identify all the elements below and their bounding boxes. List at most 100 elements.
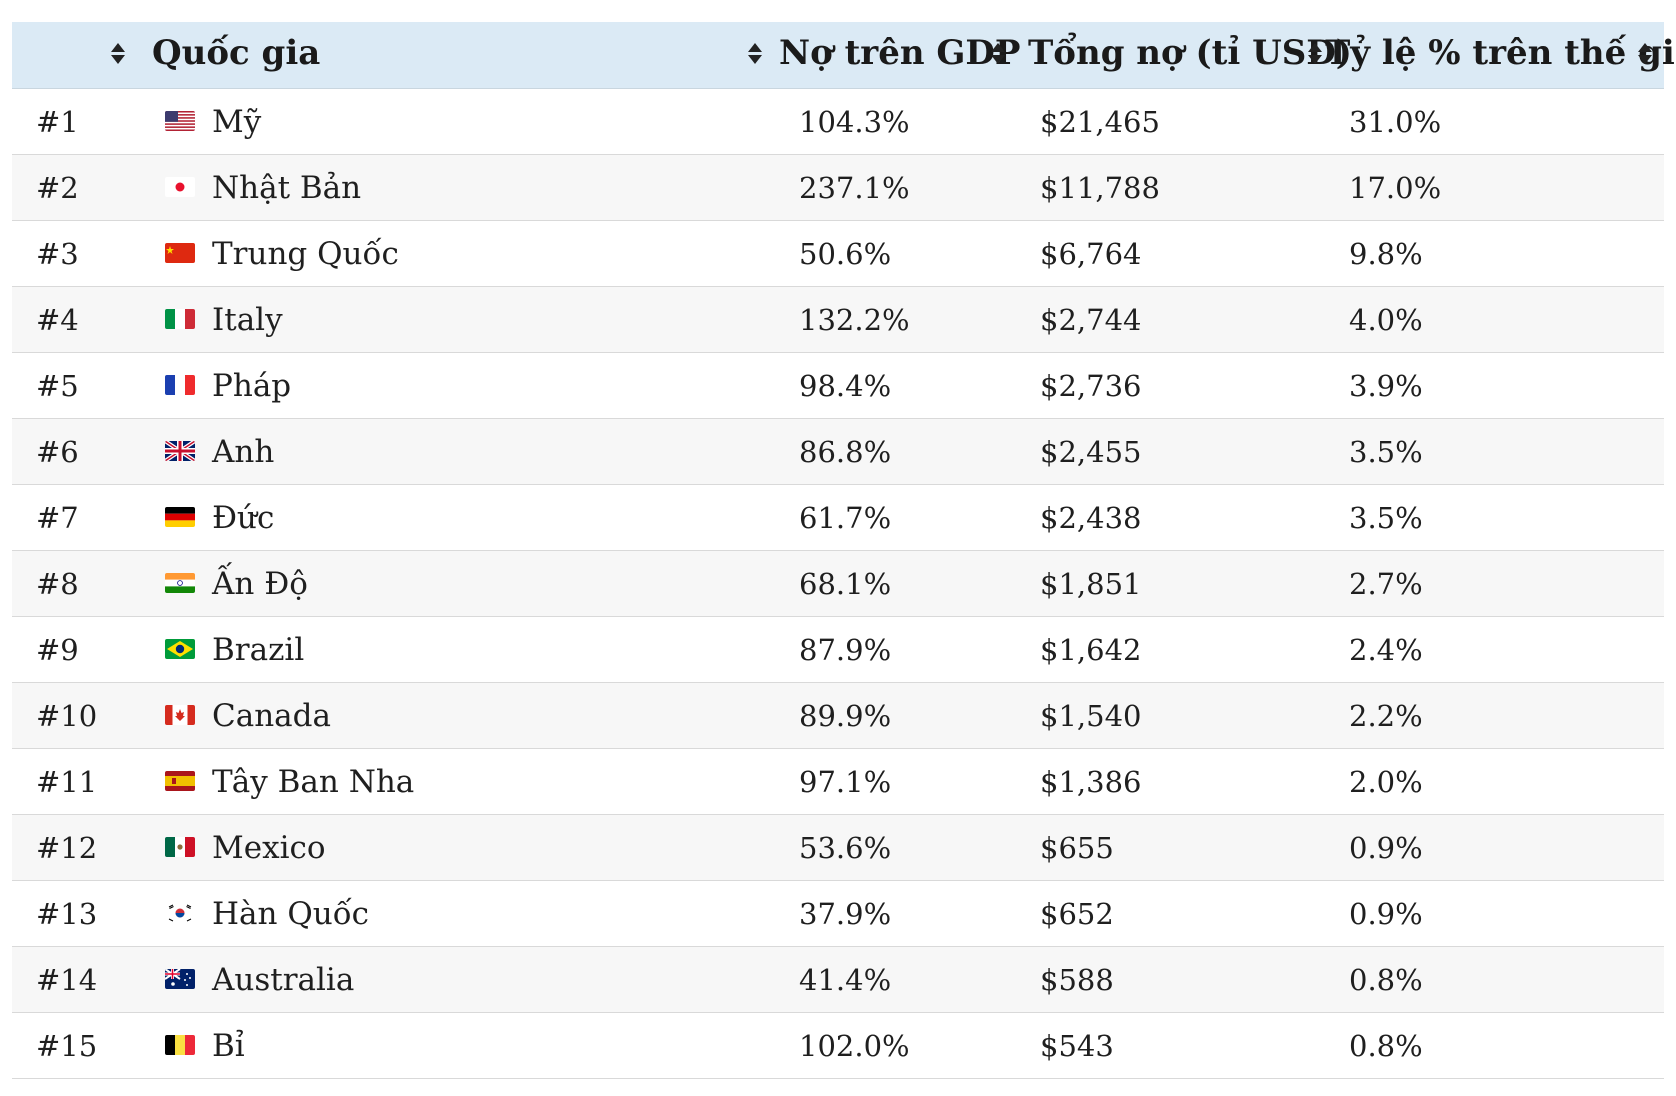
- sort-country-icon[interactable]: [747, 43, 763, 67]
- country-cell: Tây Ban Nha: [212, 764, 415, 800]
- debt-to-gdp-cell: 53.6%: [799, 831, 892, 865]
- world-share-cell: 0.9%: [1349, 831, 1423, 865]
- debt-to-gdp-cell: 102.0%: [799, 1029, 910, 1063]
- world-share-cell: 17.0%: [1349, 171, 1442, 205]
- total-debt-cell: $2,455: [1040, 435, 1142, 469]
- world-share-cell: 31.0%: [1349, 105, 1442, 139]
- country-cell: Mexico: [212, 830, 326, 866]
- rank-cell: #12: [36, 831, 98, 865]
- header-country[interactable]: Quốc gia: [152, 33, 321, 73]
- country-cell: Canada: [212, 698, 331, 734]
- total-debt-cell: $1,540: [1040, 699, 1142, 733]
- kr-flag-icon: [165, 903, 195, 923]
- table-row: #1 Mỹ 104.3% $21,465 31.0%: [12, 89, 1664, 155]
- world-share-cell: 2.7%: [1349, 567, 1423, 601]
- rank-cell: #7: [36, 501, 79, 535]
- country-cell: Anh: [212, 434, 275, 470]
- total-debt-cell: $2,438: [1040, 501, 1142, 535]
- table-row: #6 Anh 86.8% $2,455 3.5%: [12, 419, 1664, 485]
- rank-cell: #9: [36, 633, 79, 667]
- ca-flag-icon: [165, 705, 195, 725]
- debt-table: Quốc gia Nợ trên GDP Tổng nợ (tỉ USD) Tỷ…: [12, 22, 1676, 1079]
- total-debt-cell: $1,851: [1040, 567, 1142, 601]
- us-flag-icon: [165, 111, 195, 131]
- debt-to-gdp-cell: 68.1%: [799, 567, 892, 601]
- debt-to-gdp-cell: 98.4%: [799, 369, 892, 403]
- rank-cell: #2: [36, 171, 79, 205]
- br-flag-icon: [165, 639, 195, 659]
- world-share-cell: 3.9%: [1349, 369, 1423, 403]
- debt-to-gdp-cell: 97.1%: [799, 765, 892, 799]
- cn-flag-icon: [165, 243, 195, 263]
- table-header: Quốc gia Nợ trên GDP Tổng nợ (tỉ USD) Tỷ…: [12, 22, 1676, 89]
- table-row: #12 Mexico 53.6% $655 0.9%: [12, 815, 1664, 881]
- world-share-cell: 0.8%: [1349, 963, 1423, 997]
- country-cell: Hàn Quốc: [212, 896, 370, 932]
- header-total-debt[interactable]: Tổng nợ (tỉ USD): [1028, 33, 1352, 73]
- total-debt-cell: $11,788: [1040, 171, 1160, 205]
- country-cell: Brazil: [212, 632, 305, 668]
- rank-cell: #1: [36, 105, 79, 139]
- total-debt-cell: $588: [1040, 963, 1114, 997]
- debt-to-gdp-cell: 87.9%: [799, 633, 892, 667]
- debt-to-gdp-cell: 104.3%: [799, 105, 910, 139]
- total-debt-cell: $21,465: [1040, 105, 1160, 139]
- debt-to-gdp-cell: 41.4%: [799, 963, 892, 997]
- debt-to-gdp-cell: 86.8%: [799, 435, 892, 469]
- country-cell: Bỉ: [212, 1028, 245, 1064]
- debt-to-gdp-cell: 89.9%: [799, 699, 892, 733]
- debt-to-gdp-cell: 132.2%: [799, 303, 910, 337]
- au-flag-icon: [165, 969, 195, 989]
- mx-flag-icon: [165, 837, 195, 857]
- world-share-cell: 2.2%: [1349, 699, 1423, 733]
- total-debt-cell: $2,744: [1040, 303, 1142, 337]
- world-share-cell: 0.8%: [1349, 1029, 1423, 1063]
- table-row: #5 Pháp 98.4% $2,736 3.9%: [12, 353, 1664, 419]
- world-share-cell: 2.0%: [1349, 765, 1423, 799]
- rank-cell: #14: [36, 963, 98, 997]
- header-world-share[interactable]: Tỷ lệ % trên thế giới: [1325, 33, 1676, 73]
- table-row: #3 Trung Quốc 50.6% $6,764 9.8%: [12, 221, 1664, 287]
- table-row: #13 Hàn Quốc 37.9% $652 0.9%: [12, 881, 1664, 947]
- world-share-cell: 0.9%: [1349, 897, 1423, 931]
- rank-cell: #8: [36, 567, 79, 601]
- debt-to-gdp-cell: 37.9%: [799, 897, 892, 931]
- country-cell: Nhật Bản: [212, 170, 362, 206]
- be-flag-icon: [165, 1035, 195, 1055]
- sort-world-share-icon[interactable]: [1637, 43, 1653, 67]
- country-cell: Mỹ: [212, 104, 262, 140]
- world-share-cell: 9.8%: [1349, 237, 1423, 271]
- rank-cell: #11: [36, 765, 98, 799]
- total-debt-cell: $1,642: [1040, 633, 1142, 667]
- jp-flag-icon: [165, 177, 195, 197]
- total-debt-cell: $2,736: [1040, 369, 1142, 403]
- table-row: #8 Ấn Độ 68.1% $1,851 2.7%: [12, 551, 1664, 617]
- total-debt-cell: $1,386: [1040, 765, 1142, 799]
- de-flag-icon: [165, 507, 195, 527]
- table-row: #11 Tây Ban Nha 97.1% $1,386 2.0%: [12, 749, 1664, 815]
- country-cell: Australia: [212, 962, 355, 998]
- table-row: #14 Australia 41.4% $588 0.8%: [12, 947, 1664, 1013]
- sort-rank-icon[interactable]: [110, 43, 126, 67]
- rank-cell: #15: [36, 1029, 98, 1063]
- rank-cell: #4: [36, 303, 79, 337]
- debt-to-gdp-cell: 237.1%: [799, 171, 910, 205]
- sort-total-debt-icon[interactable]: [1307, 43, 1323, 67]
- total-debt-cell: $6,764: [1040, 237, 1142, 271]
- sort-debt-to-gdp-icon[interactable]: [990, 43, 1006, 67]
- rank-cell: #10: [36, 699, 98, 733]
- in-flag-icon: [165, 573, 195, 593]
- rank-cell: #6: [36, 435, 79, 469]
- table-body: #1 Mỹ 104.3% $21,465 31.0% #2 Nhật Bản 237.1% $1…: [12, 89, 1664, 1079]
- table-row: #7 Đức 61.7% $2,438 3.5%: [12, 485, 1664, 551]
- country-cell: Đức: [212, 500, 275, 536]
- world-share-cell: 3.5%: [1349, 435, 1423, 469]
- world-share-cell: 3.5%: [1349, 501, 1423, 535]
- total-debt-cell: $655: [1040, 831, 1114, 865]
- table-row: #4 Italy 132.2% $2,744 4.0%: [12, 287, 1664, 353]
- country-cell: Italy: [212, 302, 283, 338]
- header-debt-to-gdp[interactable]: Nợ trên GDP: [779, 33, 1021, 73]
- table-row: #10 Canada 89.9% $1,540 2.2%: [12, 683, 1664, 749]
- rank-cell: #5: [36, 369, 79, 403]
- world-share-cell: 4.0%: [1349, 303, 1423, 337]
